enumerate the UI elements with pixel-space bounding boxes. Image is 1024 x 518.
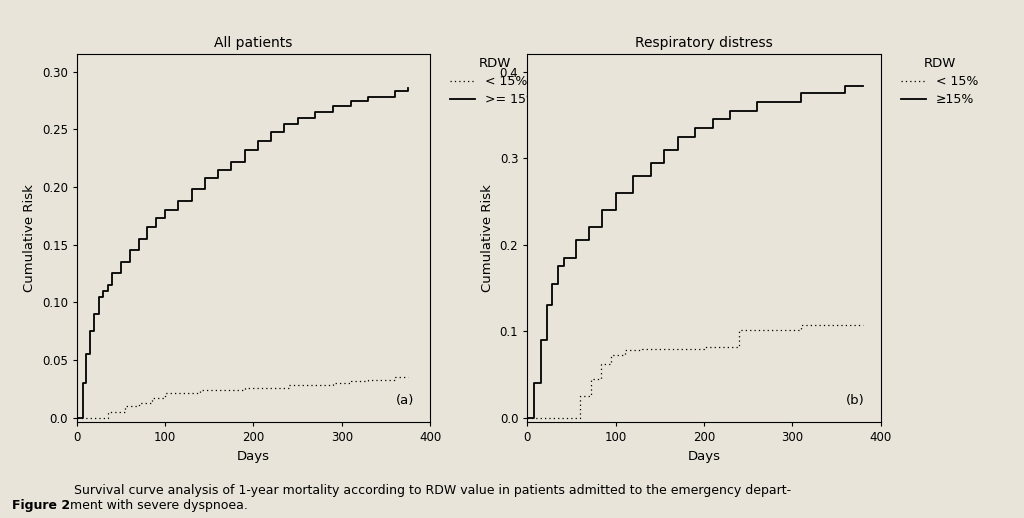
Text: Survival curve analysis of 1-year mortality according to RDW value in patients a: Survival curve analysis of 1-year mortal… <box>71 484 792 512</box>
Title: All patients: All patients <box>214 36 293 50</box>
X-axis label: Days: Days <box>237 450 270 463</box>
Text: (a): (a) <box>396 395 414 408</box>
Title: Respiratory distress: Respiratory distress <box>635 36 773 50</box>
X-axis label: Days: Days <box>687 450 721 463</box>
Y-axis label: Cumulative Risk: Cumulative Risk <box>24 184 36 292</box>
Text: (b): (b) <box>846 395 864 408</box>
Text: Figure 2: Figure 2 <box>12 499 71 512</box>
Y-axis label: Cumulative Risk: Cumulative Risk <box>481 184 495 292</box>
Legend: < 15%, ≥15%: < 15%, ≥15% <box>901 57 978 106</box>
Legend: < 15%, >= 15%: < 15%, >= 15% <box>451 57 539 106</box>
